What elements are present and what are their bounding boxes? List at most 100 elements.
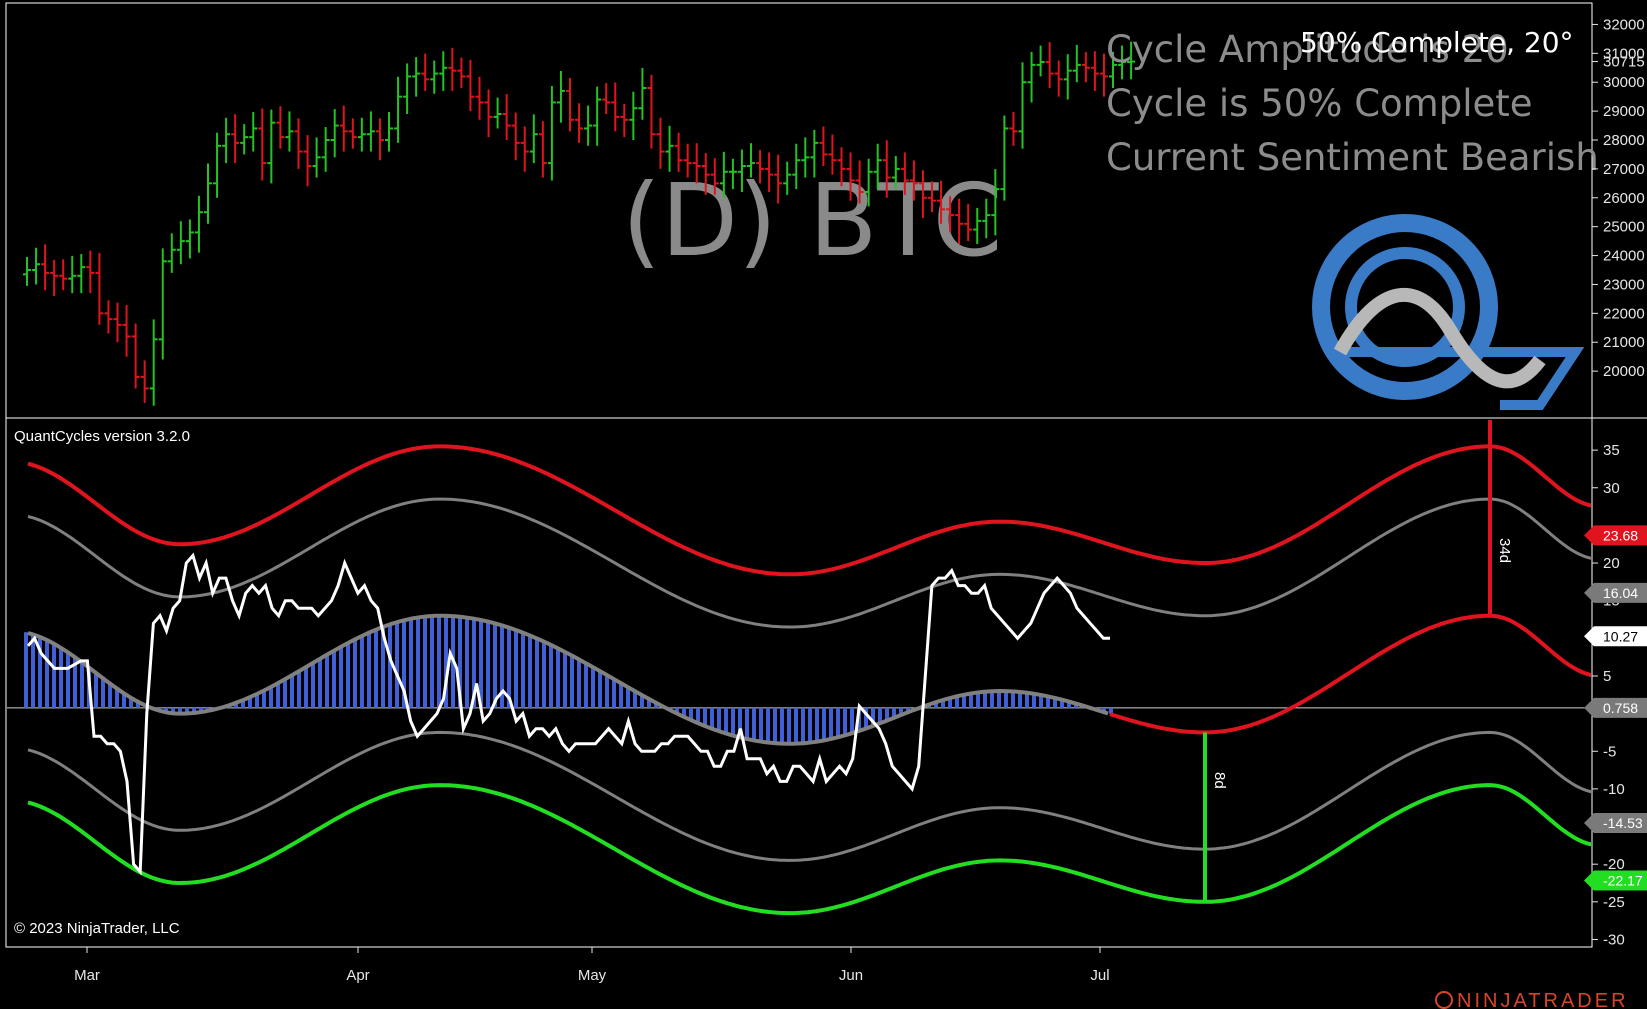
price-bar <box>204 163 212 224</box>
histogram-bar <box>598 670 602 708</box>
price-bar <box>620 103 629 138</box>
price-bar <box>737 149 746 192</box>
osc-tick-label: 35 <box>1603 442 1620 459</box>
price-bar <box>222 117 231 164</box>
histogram-bar <box>192 707 196 714</box>
histogram-bar <box>66 651 70 708</box>
price-bar <box>1063 54 1072 100</box>
histogram-bar <box>892 707 896 719</box>
histogram-bar <box>815 707 819 742</box>
price-bar <box>538 121 547 178</box>
price-bar <box>1127 41 1136 80</box>
price-tick-label: 29000 <box>1603 103 1645 120</box>
price-bar <box>394 76 403 143</box>
price-bar <box>421 53 430 91</box>
histogram-bar <box>990 691 994 708</box>
histogram-bar <box>290 676 294 708</box>
price-bar <box>710 158 719 195</box>
histogram-bar <box>703 707 707 726</box>
value-badge: 16.04 <box>1584 582 1647 603</box>
histogram-bar <box>724 707 728 733</box>
price-bars <box>23 41 1136 406</box>
histogram-bar <box>556 647 560 708</box>
price-bar <box>864 158 873 207</box>
value-badge-shape <box>1584 525 1647 546</box>
osc-tick-label: -25 <box>1603 894 1625 911</box>
price-bar <box>312 137 321 178</box>
histogram-bar <box>80 660 84 708</box>
price-bar <box>982 198 991 239</box>
value-badge: 10.27 <box>1584 626 1647 647</box>
value-badge-label: 10.27 <box>1603 628 1638 644</box>
histogram-bar <box>780 707 784 744</box>
price-bar <box>728 158 737 190</box>
price-bar <box>32 247 41 285</box>
value-badge: 23.68 <box>1584 525 1647 546</box>
histogram-bar <box>1039 694 1043 708</box>
histogram-bar <box>178 707 182 714</box>
histogram-bar <box>444 615 448 708</box>
price-bar <box>1081 51 1090 83</box>
price-bar <box>891 155 900 190</box>
time-tick-label: May <box>578 967 607 984</box>
upper-inner-band <box>27 497 1591 629</box>
histogram-bar <box>423 616 427 708</box>
histogram-bar <box>416 617 420 708</box>
histogram-bar <box>948 698 952 708</box>
price-bar <box>900 152 909 195</box>
histogram-bar <box>521 631 525 708</box>
price-bar <box>285 111 294 152</box>
histogram-bar <box>262 691 266 708</box>
histogram-bar <box>360 636 364 708</box>
histogram-bar <box>276 684 280 708</box>
price-bar <box>955 198 964 244</box>
price-bar <box>656 117 665 169</box>
current-price-label: 30715 <box>1603 54 1645 71</box>
histogram-bar <box>339 647 343 708</box>
price-bar <box>873 143 882 190</box>
histogram-bar <box>1046 695 1050 708</box>
histogram-bar <box>1025 692 1029 708</box>
price-bar <box>77 254 86 294</box>
histogram-bar <box>283 680 287 708</box>
price-bar <box>321 127 330 172</box>
price-bar <box>756 150 765 184</box>
price-bar <box>1000 115 1009 201</box>
price-bar <box>928 181 936 213</box>
price-bar <box>647 75 656 149</box>
histogram-bar <box>843 707 847 736</box>
ninjatrader-brand: NINJATRADER <box>1435 990 1626 1009</box>
symbol-watermark: (D) BTC <box>622 162 1002 279</box>
histogram-bar <box>1004 691 1008 708</box>
price-bar <box>674 132 683 172</box>
price-bar <box>819 126 828 166</box>
histogram-bar <box>31 633 35 708</box>
oscillator-axis[interactable]: 353020155-5-10-20-25-3023.6816.0410.270.… <box>1584 442 1647 948</box>
time-axis[interactable]: Mar Apr May Jun Jul <box>74 947 1110 984</box>
histogram-bar <box>486 621 490 708</box>
cycle-percent-text: Cycle is 50% Complete <box>1106 82 1533 125</box>
histogram-bar <box>633 690 637 708</box>
price-bar <box>1090 51 1099 91</box>
price-tick-label: 24000 <box>1603 248 1645 265</box>
histogram-bar <box>73 655 77 708</box>
histogram-bar <box>934 702 938 708</box>
price-bar <box>810 129 819 178</box>
price-bar <box>357 117 366 152</box>
price-tick-label: 28000 <box>1603 132 1645 149</box>
histogram-bar <box>430 616 434 708</box>
price-bar <box>267 109 276 184</box>
histogram-bar <box>493 622 497 708</box>
price-bar <box>665 125 674 172</box>
histogram-bar <box>38 636 42 708</box>
price-bar <box>602 83 611 114</box>
price-bar <box>801 137 810 178</box>
histogram-bar <box>395 622 399 708</box>
histogram-bar <box>94 671 98 708</box>
histogram-bar <box>248 698 252 708</box>
value-badge-label: -14.53 <box>1603 815 1643 831</box>
price-bar <box>59 259 68 291</box>
price-bar <box>104 300 113 334</box>
